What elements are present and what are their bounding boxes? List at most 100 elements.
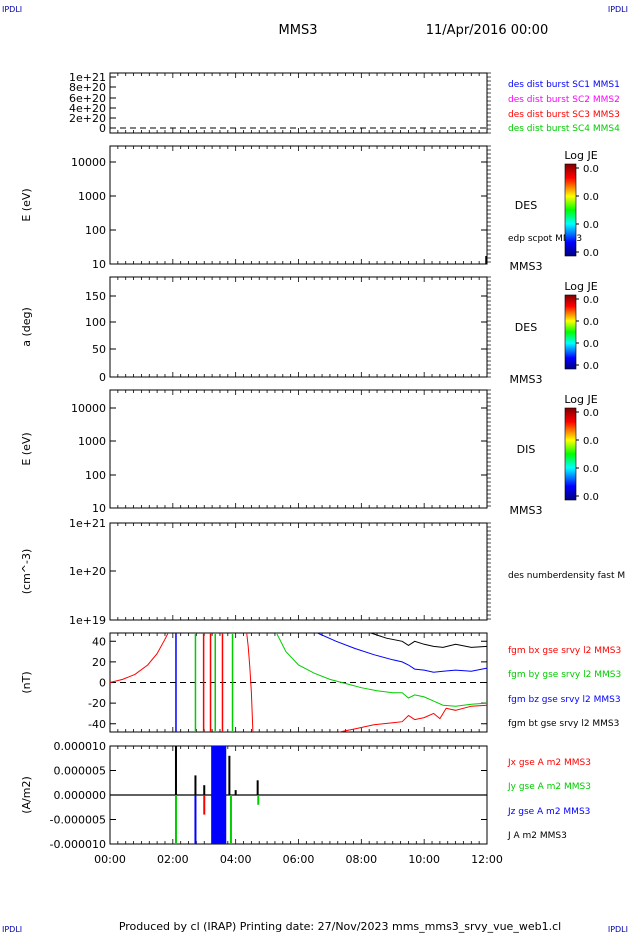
panel-dis-energy-colorbar-tick-label: 0.0 (583, 436, 599, 447)
panel-des-pitch-ytick-label: 100 (85, 316, 106, 329)
panel-dis-energy-colorbar-title: Log JE (564, 393, 597, 406)
current-xtick-label: 00:00 (94, 853, 126, 866)
panel-des-pitch-ytick-label: 50 (92, 343, 106, 356)
panel-dis-energy-ylabel: E (eV) (20, 432, 33, 465)
panel-frame-1 (109, 72, 488, 134)
panel-des-pitch-ytick-label: 0 (99, 371, 106, 384)
panel-des-pitch-colorbar-tick-label: 0.0 (583, 295, 599, 306)
current-xtick-label: 02:00 (157, 853, 189, 866)
panel-des-energy-sc-label: MMS3 (510, 260, 543, 273)
fgm-legend-4: fgm bt gse srvy l2 MMS3 (508, 719, 619, 729)
burst-ytick-label: 4e+20 (69, 102, 106, 115)
current-legend-4: J A m2 MMS3 (507, 831, 567, 841)
panel-frame-5 (109, 522, 488, 621)
current-legend-3: Jz gse A m2 MMS3 (507, 807, 590, 817)
panel-des-energy-colorbar-tick-label: 0.0 (583, 192, 599, 203)
panel-frame-2 (109, 145, 488, 265)
density-ytick-label: 1e+19 (69, 614, 106, 627)
current-legend-1: Jx gse A m2 MMS3 (507, 758, 591, 768)
burst-ytick-label: 8e+20 (69, 81, 106, 94)
panel-des-energy-colorbar (564, 163, 577, 257)
plot-title: MMS3 (279, 23, 318, 38)
current-xtick-label: 08:00 (345, 853, 377, 866)
fgm-series-4 (317, 632, 488, 673)
panel-des-pitch-sc-label: MMS3 (510, 373, 543, 386)
panel-des-pitch-colorbar-tick-label: 0.0 (583, 317, 599, 328)
fgm-ylabel: (nT) (20, 671, 33, 693)
panel-des-energy-extra-label: edp scpot MMS3 (508, 234, 582, 244)
fgm-ytick-label: 20 (92, 656, 106, 669)
corner-label-bottom-left: IPDLI (2, 925, 22, 934)
corner-label-top-right: IPDLI (608, 5, 628, 14)
panel-dis-energy-colorbar (564, 407, 577, 501)
current-xtick-label: 06:00 (283, 853, 315, 866)
panel-des-energy-colorbar-tick-label: 0.0 (583, 220, 599, 231)
panel-des-pitch-colorbar-tick-label: 0.0 (583, 339, 599, 350)
fgm-ytick-label: -40 (88, 718, 106, 731)
burst-legend-1: des dist burst SC1 MMS1 (508, 80, 620, 90)
panel-des-energy-ytick-label: 10 (92, 258, 106, 271)
panel-des-pitch-side-label: DES (515, 321, 537, 334)
panel-dis-energy-side-label: DIS (517, 443, 536, 456)
current-ytick-label: -0.000005 (50, 814, 106, 827)
fgm-legend-3: fgm bz gse srvy l2 MMS3 (508, 695, 621, 705)
burst-legend-3: des dist burst SC3 MMS3 (508, 110, 620, 120)
fgm-series-5 (339, 704, 488, 733)
current-ylabel: (A/m2) (20, 776, 33, 814)
panel-des-pitch-ytick-label: 150 (85, 290, 106, 303)
panel-des-energy-ytick-label: 10000 (71, 156, 106, 169)
panel-des-pitch-colorbar (564, 294, 577, 370)
current-ytick-label: -0.000010 (50, 838, 106, 851)
panel-dis-energy-ytick-label: 10 (92, 502, 106, 515)
current-xtick-label: 04:00 (220, 853, 252, 866)
panel-frame-4 (109, 389, 488, 509)
panel-dis-energy-colorbar-tick-label: 0.0 (583, 492, 599, 503)
current-block-1 (211, 746, 227, 844)
panel-dis-energy-ytick-label: 100 (85, 469, 106, 482)
density-ytick-label: 1e+20 (69, 565, 106, 578)
panel-des-energy-ylabel: E (eV) (20, 188, 33, 221)
panel-dis-energy-colorbar-tick-label: 0.0 (583, 464, 599, 475)
current-ytick-label: 0.000000 (54, 789, 107, 802)
fgm-series-6 (370, 632, 488, 648)
panel-des-energy-side-label: DES (515, 199, 537, 212)
density-legend-1: des numberdensity fast M (508, 571, 625, 581)
panel-dis-energy-colorbar-tick-label: 0.0 (583, 408, 599, 419)
density-ytick-label: 1e+21 (69, 517, 106, 530)
fgm-series-2 (246, 632, 254, 733)
plot-date: 11/Apr/2016 00:00 (426, 23, 548, 38)
burst-ytick-label: 1e+21 (69, 71, 106, 84)
panel-des-energy-colorbar-tick-label: 0.0 (583, 248, 599, 259)
panel-des-energy-ytick-label: 100 (85, 224, 106, 237)
panel-des-pitch-colorbar-tick-label: 0.0 (583, 361, 599, 372)
current-xtick-label: 10:00 (408, 853, 440, 866)
corner-label-top-left: IPDLI (2, 5, 22, 14)
panel-dis-energy-sc-label: MMS3 (510, 504, 543, 517)
burst-legend-2: des dist burst SC2 MMS2 (508, 95, 620, 105)
burst-ytick-label: 0 (99, 122, 106, 135)
current-xtick-label: 12:00 (471, 853, 503, 866)
burst-ytick-label: 2e+20 (69, 112, 106, 125)
footer-text: Produced by cl (IRAP) Printing date: 27/… (119, 920, 561, 933)
panel-dis-energy-ytick-label: 10000 (71, 402, 106, 415)
fgm-legend-2: fgm by gse srvy l2 MMS3 (508, 670, 621, 680)
fgm-ytick-label: 40 (92, 635, 106, 648)
current-ytick-label: 0.000010 (54, 740, 107, 753)
panel-des-energy-colorbar-tick-label: 0.0 (583, 164, 599, 175)
corner-label-bottom-right: IPDLI (608, 925, 628, 934)
panel-dis-energy-ytick-label: 1000 (78, 435, 106, 448)
fgm-ytick-label: 0 (99, 677, 106, 690)
panel-des-pitch-ylabel: a (deg) (20, 307, 33, 347)
panel-des-energy-colorbar-title: Log JE (564, 149, 597, 162)
burst-legend-4: des dist burst SC4 MMS4 (508, 124, 620, 134)
current-ytick-label: 0.000005 (54, 765, 107, 778)
panel-frame-3 (109, 276, 488, 378)
current-legend-2: Jy gse A m2 MMS3 (507, 782, 591, 792)
panel-des-pitch-colorbar-title: Log JE (564, 280, 597, 293)
burst-ytick-label: 6e+20 (69, 92, 106, 105)
fgm-series-3 (276, 632, 488, 707)
fgm-series-1 (109, 632, 169, 683)
panel-des-energy-ytick-label: 1000 (78, 190, 106, 203)
fgm-ytick-label: -20 (88, 697, 106, 710)
